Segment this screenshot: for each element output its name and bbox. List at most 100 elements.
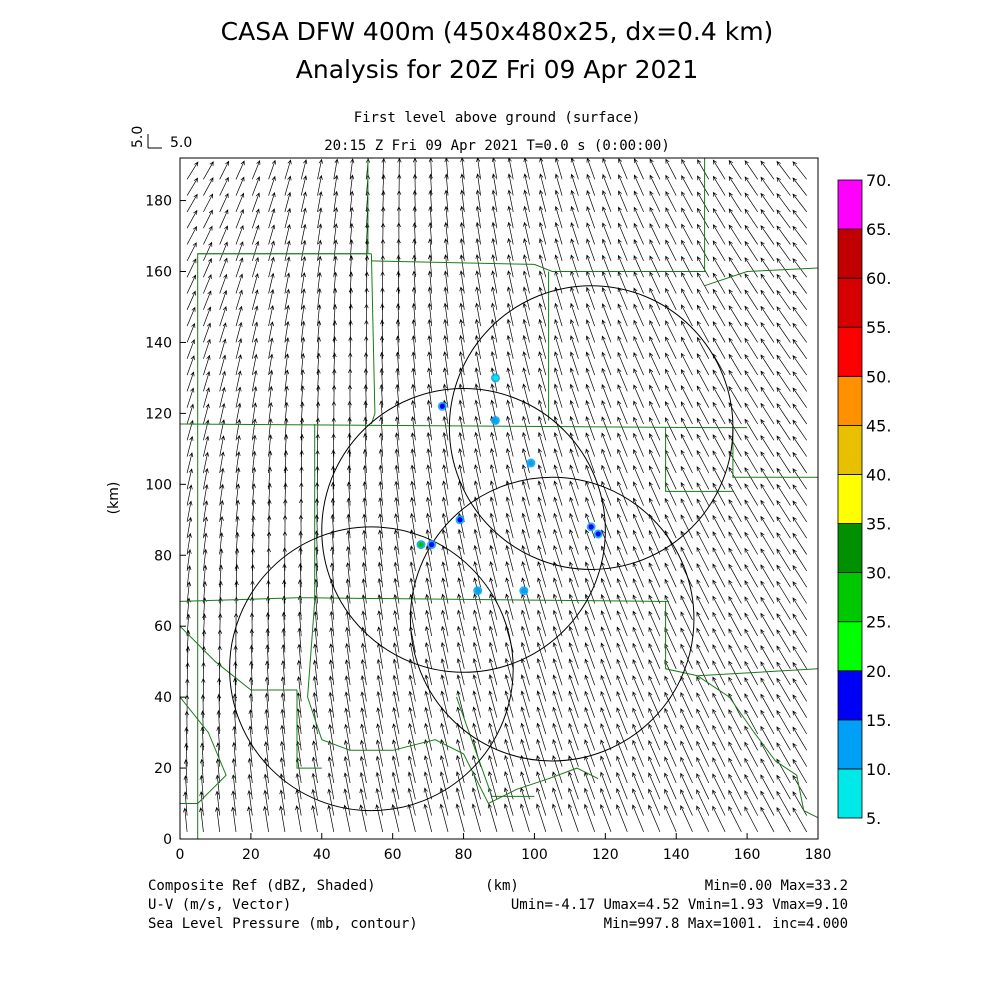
echo-cell <box>492 417 499 424</box>
echo-cell <box>457 517 463 523</box>
colorbar-label: 20. <box>866 662 891 681</box>
county-line <box>197 158 369 839</box>
reflectivity-echoes <box>416 373 603 596</box>
colorbar-swatch <box>837 621 863 672</box>
level-label: First level above ground (surface) <box>354 110 641 126</box>
field3-name: Sea Level Pressure (mb, contour) <box>148 916 418 932</box>
county-line <box>665 427 733 492</box>
x-tick-label: 140 <box>663 847 690 863</box>
colorbar-label: 65. <box>866 220 891 239</box>
colorbar-label: 70. <box>866 171 891 190</box>
colorbar-label: 50. <box>866 367 891 386</box>
echo-cell <box>595 531 601 537</box>
colorbar-swatch <box>837 719 863 770</box>
colorbar-label: 40. <box>866 465 891 484</box>
colorbar-swatch <box>837 572 863 623</box>
y-axis: 0 20 40 60 80 100 120 140 160 180 <box>145 194 186 848</box>
y-tick-label: 20 <box>154 761 172 777</box>
y-tick-label: 0 <box>163 832 172 848</box>
echo-cell <box>528 460 534 466</box>
plot-frame <box>179 157 819 840</box>
y-tick-label: 40 <box>154 690 172 706</box>
colorbar-label: 55. <box>866 318 891 337</box>
echo-cell <box>492 375 499 381</box>
colorbar-swatch <box>837 474 863 524</box>
reference-vector: 5.0 5.0 <box>130 126 192 151</box>
y-tick-label: 60 <box>154 619 172 635</box>
colorbar: 5. 10. 15. 20. 25. 30. 35. 40. 45. 50. 55. 60. 65. 70… <box>837 171 891 828</box>
county-line <box>296 690 322 769</box>
county-line <box>179 625 297 691</box>
y-tick-label: 140 <box>145 335 172 351</box>
y-tick-label: 120 <box>145 406 172 422</box>
echo-cell <box>588 524 594 530</box>
range-ring <box>448 285 734 570</box>
y-tick-label: 160 <box>145 265 172 281</box>
wind-vector-field <box>183 157 808 833</box>
county-line <box>704 267 819 287</box>
county-line <box>732 427 818 478</box>
field1-name: Composite Ref (dBZ, Shaded) <box>148 878 376 894</box>
title-line-1: CASA DFW 400m (450x480x25, dx=0.4 km) <box>221 17 774 46</box>
echo-cell <box>521 588 527 594</box>
range-ring <box>409 476 695 762</box>
county-line <box>456 696 535 797</box>
colorbar-label: 45. <box>866 416 891 435</box>
colorbar-label: 25. <box>866 613 891 632</box>
colorbar-swatch <box>837 670 863 721</box>
county-line <box>697 675 819 819</box>
x-tick-label: 100 <box>521 847 548 863</box>
ref-vector-label: 5.0 <box>170 135 192 151</box>
colorbar-label: 60. <box>866 269 891 288</box>
county-line <box>179 597 670 602</box>
time-label: 20:15 Z Fri 09 Apr 2021 T=0.0 s (0:00:00… <box>324 138 670 154</box>
x-tick-label: 0 <box>176 847 185 863</box>
range-ring <box>321 388 606 673</box>
wind-vectors <box>183 157 808 833</box>
y-axis-label: (km) <box>106 482 122 515</box>
colorbar-swatch <box>837 424 863 475</box>
y-tick-label: 100 <box>145 477 172 493</box>
x-tick-label: 120 <box>592 847 619 863</box>
county-boundaries <box>179 158 819 839</box>
colorbar-label: 5. <box>866 809 881 828</box>
title-line-2: Analysis for 20Z Fri 09 Apr 2021 <box>296 55 698 84</box>
plot-area: 0 20 40 60 80 100 120 140 160 180 0 20 40 60 80 100 120… <box>106 157 832 863</box>
ref-vector-vertical-label: 5.0 <box>130 126 146 148</box>
echo-cell <box>418 542 424 548</box>
colorbar-swatch <box>837 326 863 377</box>
y-tick-label: 80 <box>154 548 172 564</box>
echo-cell <box>439 403 445 409</box>
colorbar-label: 30. <box>866 564 891 583</box>
x-tick-label: 20 <box>242 847 260 863</box>
colorbar-swatch <box>837 277 863 328</box>
county-line <box>179 423 748 429</box>
x-tick-label: 60 <box>384 847 402 863</box>
field3-stats: Min=997.8 Max=1001. inc=4.000 <box>604 916 848 932</box>
county-line <box>370 253 376 425</box>
county-line <box>371 158 706 272</box>
colorbar-swatch <box>837 768 863 819</box>
colorbar-label: 35. <box>866 515 891 534</box>
colorbar-swatch <box>837 228 863 279</box>
county-line <box>179 696 227 804</box>
colorbar-label: 15. <box>866 711 891 730</box>
colorbar-swatch <box>837 179 863 230</box>
x-tick-label: 40 <box>313 847 331 863</box>
y-tick-label: 180 <box>145 194 172 210</box>
echo-cell <box>429 542 435 548</box>
colorbar-swatch <box>837 375 863 426</box>
field2-stats: Umin=-4.17 Umax=4.52 Vmin=1.93 Vmax=9.10 <box>511 897 848 913</box>
x-tick-label: 180 <box>805 847 832 863</box>
radar-range-rings <box>229 285 734 812</box>
county-line <box>307 601 599 805</box>
x-axis-unit: (km) <box>485 878 519 894</box>
echo-cell <box>475 588 481 594</box>
colorbar-swatch <box>837 523 863 574</box>
x-axis: 0 20 40 60 80 100 120 140 160 180 <box>176 833 832 863</box>
x-tick-label: 80 <box>455 847 473 863</box>
field2-name: U-V (m/s, Vector) <box>148 897 291 913</box>
x-tick-label: 160 <box>734 847 761 863</box>
colorbar-label: 10. <box>866 760 891 779</box>
